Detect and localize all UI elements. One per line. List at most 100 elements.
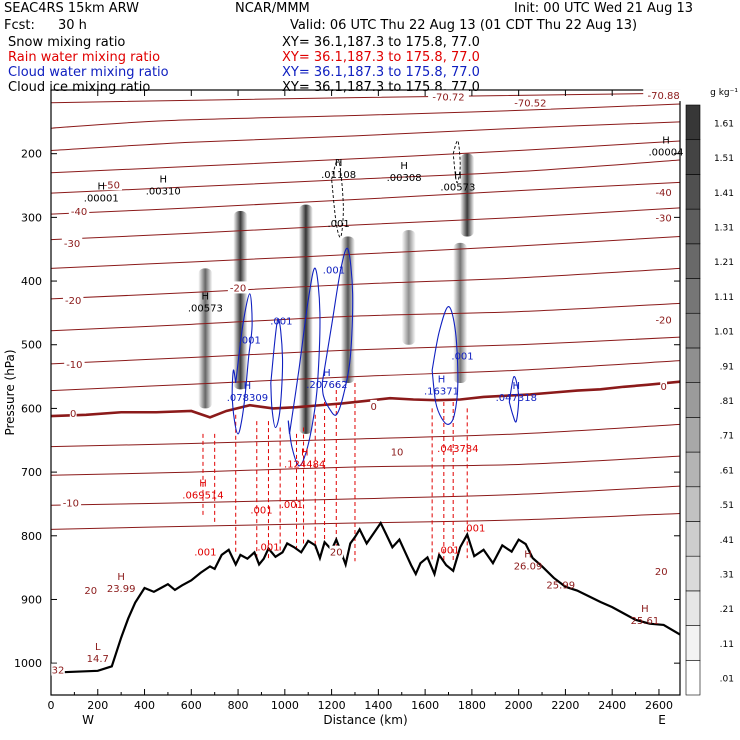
west-end-label: W xyxy=(82,713,94,727)
temperature-label-bg-20 xyxy=(51,663,65,676)
isotherm-12 xyxy=(51,423,680,448)
extremum-value-24: .001 xyxy=(437,546,459,557)
temperature-label-bg-10 xyxy=(653,313,674,326)
isotherm-8 xyxy=(51,267,680,300)
extremum-value-29: 14.7 xyxy=(87,654,109,665)
extremum-value-4: .00573 xyxy=(440,183,475,194)
extremum-value-12: .078309 xyxy=(227,393,268,404)
extremum-value-13: .207662 xyxy=(306,380,347,391)
temperature-label-19: 20 xyxy=(330,548,343,559)
isotherm-4 xyxy=(51,159,680,194)
x-tick-label-5: 1000 xyxy=(271,699,299,712)
colorbar-swatch-9 xyxy=(685,347,701,383)
valid-time: Valid: 06 UTC Thu 22 Aug 13 (01 CDT Thu … xyxy=(290,18,638,33)
colorbar-swatch-5 xyxy=(685,486,701,522)
legend-rain-xy: XY= 36.1,187.3 to 175.8, 77.0 xyxy=(282,50,480,65)
legend-cloud-ice-name: Cloud ice mixing ratio xyxy=(8,80,151,95)
isotherm-3 xyxy=(51,140,680,174)
colorbar-label-8: .81 xyxy=(720,397,734,407)
isotherm-6 xyxy=(51,207,680,241)
legend-cloud-water-xy: XY= 36.1,187.3 to 175.8, 77.0 xyxy=(282,65,480,80)
east-end-label: E xyxy=(658,713,666,727)
x-axis-label: Distance (km) xyxy=(323,713,407,727)
extremum-mark-29: L xyxy=(95,642,101,653)
y-tick-label-4: 600 xyxy=(21,402,42,415)
extremum-value-20: .001 xyxy=(281,500,303,511)
temperature-label-bg-12 xyxy=(69,406,77,419)
forecast-hours: 30 h xyxy=(58,18,87,33)
temperature-label-8: -20 xyxy=(65,296,81,307)
isotherm-5 xyxy=(51,181,680,215)
colorbar-swatch-4 xyxy=(685,521,701,557)
x-tick-label-12: 2400 xyxy=(598,699,626,712)
temperature-label-bg-7 xyxy=(653,211,674,224)
y-tick-label-5: 700 xyxy=(21,466,42,479)
y-tick-label-3: 500 xyxy=(21,339,42,352)
extremum-value-0: .00001 xyxy=(84,194,119,205)
isotherm-15 xyxy=(51,513,680,530)
legend-cloud-water-name: Cloud water mixing ratio xyxy=(8,65,169,80)
colorbar-label-4: .41 xyxy=(720,536,734,546)
colorbar-label-0: .01 xyxy=(720,675,734,685)
extremum-mark-17: H xyxy=(301,448,309,459)
colorbar-swatch-15 xyxy=(685,139,701,175)
colorbar-label-3: .31 xyxy=(720,571,734,581)
extremum-mark-15: H xyxy=(513,381,521,392)
colorbar-swatch-16 xyxy=(685,104,701,141)
colorbar-label-7: .71 xyxy=(720,432,734,442)
temperature-label-17: 20 xyxy=(84,586,97,597)
temperature-label-bg-11 xyxy=(64,357,85,370)
extremum-value-6: .00573 xyxy=(188,304,223,315)
y-tick-label-8: 1000 xyxy=(14,657,42,670)
init-time: Init: 00 UTC Wed 21 Aug 13 xyxy=(514,1,694,16)
colorbar-label-11: 1.11 xyxy=(714,293,734,303)
temperature-label-2: -70.88 xyxy=(648,91,680,102)
extremum-value-11: .001 xyxy=(451,351,473,362)
temperature-label-12: 0 xyxy=(70,409,76,420)
extremum-value-18: .069514 xyxy=(182,490,223,501)
temperature-label-bg-18 xyxy=(654,564,669,577)
colorbar-swatch-13 xyxy=(685,208,701,245)
temperature-label-bg-17 xyxy=(83,583,98,596)
temperature-label-16: -10 xyxy=(63,499,79,510)
colorbar-label-2: .21 xyxy=(720,605,734,615)
colorbar-swatch-10 xyxy=(685,312,701,349)
extremum-value-14: .16371 xyxy=(424,387,459,398)
legend-snow-name: Snow mixing ratio xyxy=(8,35,126,50)
x-tick-label-7: 1400 xyxy=(364,699,392,712)
extremum-value-28: 25.61 xyxy=(631,616,660,627)
colorbar-swatch-11 xyxy=(685,278,701,314)
center-title: NCAR/MMM xyxy=(235,1,310,16)
ice-column-1 xyxy=(233,211,248,390)
isotherm-0 xyxy=(51,92,680,104)
temperature-label-bg-13 xyxy=(370,399,378,412)
temperature-label-10: -20 xyxy=(655,315,671,326)
extremum-value-15: .047318 xyxy=(496,393,537,404)
legend-snow-xy: XY= 36.1,187.3 to 175.8, 77.0 xyxy=(282,35,480,50)
x-tick-label-13: 2600 xyxy=(645,699,673,712)
extremum-mark-12: H xyxy=(244,381,252,392)
isotherm-14 xyxy=(51,485,680,506)
extremum-mark-14: H xyxy=(438,375,446,386)
extremum-mark-25: H xyxy=(524,550,532,561)
x-tick-label-4: 800 xyxy=(228,699,249,712)
extremum-mark-26: H xyxy=(117,572,125,583)
extremum-value-25: 26.09 xyxy=(514,562,543,573)
terrain-line xyxy=(51,520,680,674)
y-tick-label-0: 200 xyxy=(21,148,42,161)
temperature-label-bg-15 xyxy=(390,445,404,458)
temperature-label-6: -30 xyxy=(64,239,80,250)
plot-frame xyxy=(50,89,681,696)
temperature-label-bg-0 xyxy=(428,90,469,103)
extremum-mark-28: H xyxy=(641,604,649,615)
temperature-label-4: -40 xyxy=(71,207,87,218)
temperature-label-3: -50 xyxy=(104,180,120,191)
colorbar-swatch-3 xyxy=(685,555,701,592)
isotherm-11 xyxy=(51,360,680,392)
temperature-label-9: -20 xyxy=(230,283,246,294)
colorbar-unit: g kg⁻¹ xyxy=(710,88,738,98)
temperature-label-bg-16 xyxy=(60,496,82,509)
extremum-value-5: .00004 xyxy=(648,148,683,159)
cloud-water-contour-2 xyxy=(321,247,354,416)
